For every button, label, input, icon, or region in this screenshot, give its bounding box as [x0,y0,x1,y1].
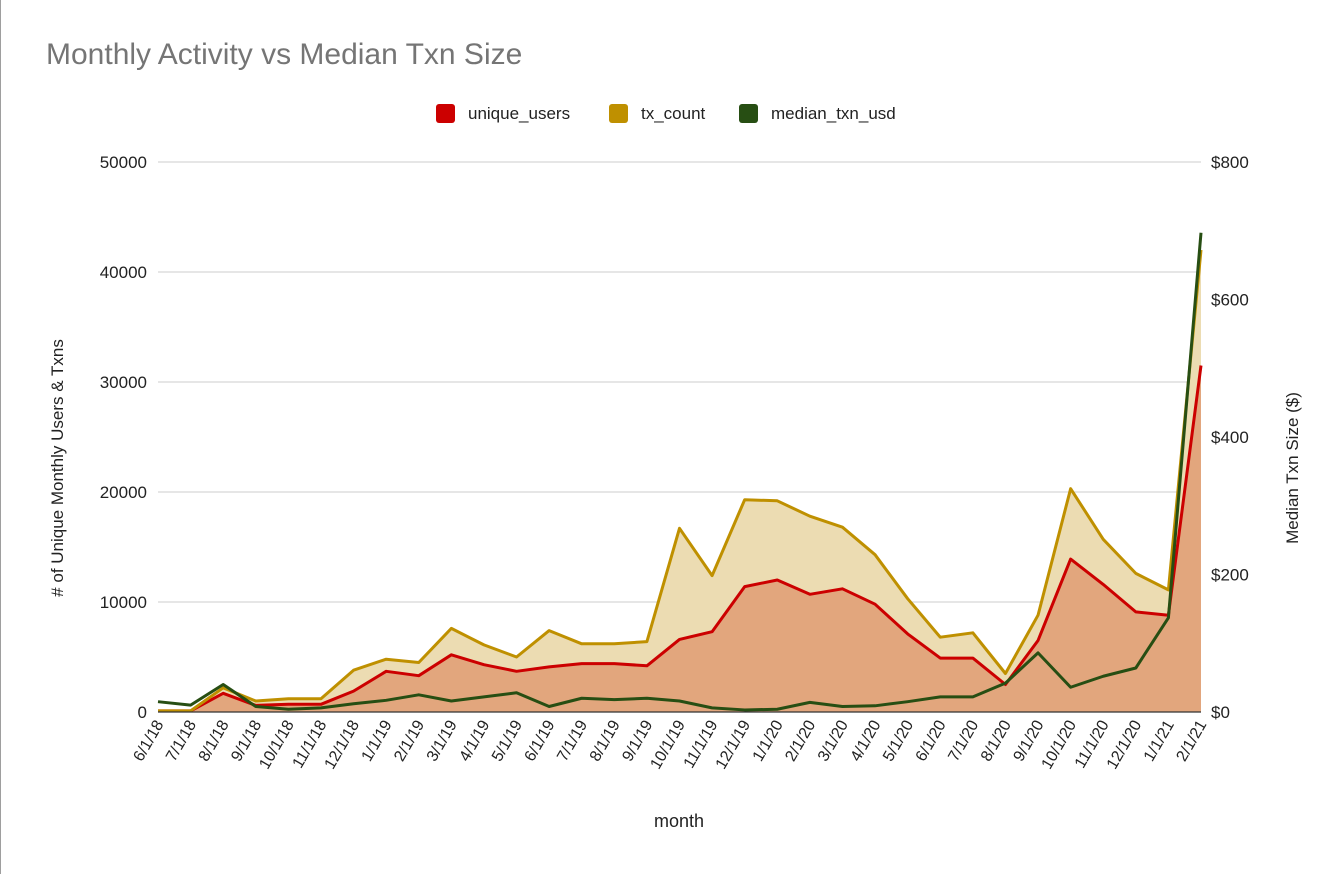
right-axis-label: Median Txn Size ($) [1283,392,1302,544]
x-tick-label: 7/1/20 [945,717,982,764]
right-tick-label: $600 [1211,291,1249,310]
chart-title: Monthly Activity vs Median Txn Size [46,38,523,71]
x-tick-label: 3/1/20 [815,717,852,764]
tx_count-legend-label: tx_count [641,104,706,123]
x-tick-label: 7/1/18 [163,717,200,764]
left-tick-label: 0 [138,703,147,722]
page-left-border [0,0,1,874]
left-axis-label: # of Unique Monthly Users & Txns [48,339,67,597]
x-tick-label: 5/1/19 [489,717,526,764]
tx_count-legend-swatch [609,104,628,123]
x-tick-label: 6/1/20 [913,717,950,764]
x-tick-label: 2/1/19 [391,717,428,764]
left-tick-label: 10000 [100,593,147,612]
median_txn_usd-legend-label: median_txn_usd [771,104,896,123]
x-tick-label: 8/1/18 [196,717,233,764]
area-layers [158,250,1201,712]
right-tick-label: $400 [1211,428,1249,447]
series-lines [157,232,1203,713]
x-tick-label: 2/1/21 [1173,717,1210,764]
x-tick-label: 5/1/20 [880,717,917,764]
unique_users-legend-swatch [436,104,455,123]
unique_users-line [158,365,1203,713]
left-axis-ticks: 0 10000 20000 30000 40000 50000 [100,153,147,722]
left-tick-label: 50000 [100,153,147,172]
x-tick-label: 6/1/18 [130,717,167,764]
x-tick-label: 4/1/20 [848,717,885,764]
right-tick-label: $800 [1211,153,1249,172]
tx_count-line [158,249,1203,713]
x-tick-label: 7/1/19 [554,717,591,764]
x-tick-label: 2/1/20 [782,717,819,764]
right-tick-label: $200 [1211,566,1249,585]
x-tick-label: 1/1/21 [1141,717,1178,764]
x-tick-label: 8/1/20 [978,717,1015,764]
x-tick-label: 4/1/19 [456,717,493,764]
x-tick-label: 3/1/19 [424,717,461,764]
left-tick-label: 20000 [100,483,147,502]
x-tick-label: 1/1/20 [750,717,787,764]
x-tick-label: 8/1/19 [587,717,624,764]
unique_users-legend-label: unique_users [468,104,570,123]
right-axis-ticks: $0 $200 $400 $600 $800 [1211,153,1249,722]
median_txn_usd-legend-swatch [739,104,758,123]
x-axis-label: month [654,811,704,831]
x-tick-label: 1/1/19 [359,717,396,764]
median_txn_usd-line [157,232,1203,712]
left-tick-label: 30000 [100,373,147,392]
left-tick-label: 40000 [100,263,147,282]
x-axis-ticks: 6/1/187/1/188/1/189/1/1810/1/1811/1/1812… [130,717,1210,772]
legend: unique_users tx_count median_txn_usd [436,104,896,123]
x-tick-label: 6/1/19 [522,717,559,764]
right-tick-label: $0 [1211,703,1230,722]
